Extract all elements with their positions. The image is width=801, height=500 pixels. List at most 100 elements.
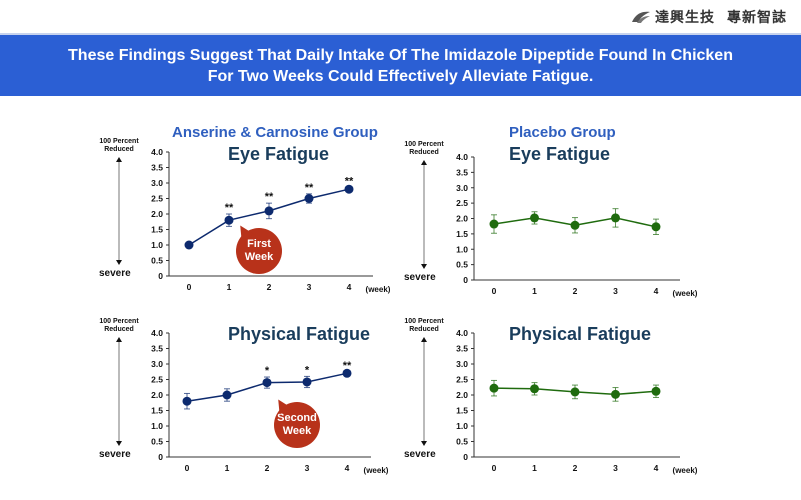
arrow-up-icon (421, 160, 427, 165)
y-tick-label: 0.5 (151, 256, 163, 266)
x-tick-label: 1 (227, 282, 232, 292)
x-tick-label: 4 (345, 463, 350, 473)
y-tick-label: 4.0 (456, 152, 468, 162)
significance-marker: ** (225, 202, 234, 214)
x-axis-label: (week) (366, 285, 391, 294)
chart-title: Physical Fatigue (228, 324, 371, 344)
arrow-down-icon (421, 441, 427, 446)
scale-top-label: 100 Percent Reduced (404, 318, 444, 333)
data-point (530, 384, 539, 394)
y-tick-label: 0 (158, 271, 163, 281)
banner-line-2: For Two Weeks Could Effectively Alleviat… (207, 67, 594, 85)
y-tick-label: 2.5 (151, 375, 163, 385)
y-tick-label: 3.5 (456, 344, 468, 354)
scale-top-label: 100 Percent Reduced (404, 141, 444, 156)
chart-title: Physical Fatigue (509, 324, 652, 344)
y-tick-label: 3.5 (151, 163, 163, 173)
y-tick-label: 4.0 (456, 328, 468, 338)
significance-marker: * (305, 364, 310, 376)
group-title: Anserine & Carnosine Group (172, 124, 378, 141)
x-tick-label: 3 (613, 463, 618, 473)
arrow-down-icon (421, 264, 427, 269)
findings-banner: These Findings Suggest That Daily Intake… (0, 33, 801, 96)
y-tick-label: 2.5 (456, 198, 468, 208)
y-tick-label: 1.5 (456, 229, 468, 239)
y-tick-label: 2.0 (151, 390, 163, 400)
brand-name: 達興生技 (655, 10, 715, 26)
x-tick-label: 1 (225, 463, 230, 473)
x-tick-label: 3 (305, 463, 310, 473)
y-tick-label: 1.0 (456, 244, 468, 254)
arrow-up-icon (421, 337, 427, 342)
arrow-up-icon (116, 157, 122, 162)
scale-bottom-label: severe (404, 449, 436, 460)
x-tick-label: 1 (532, 286, 537, 296)
y-tick-label: 2.5 (151, 194, 163, 204)
data-point (182, 396, 192, 406)
data-point (224, 215, 234, 225)
y-tick-label: 1.5 (151, 406, 163, 416)
significance-marker: ** (265, 191, 274, 203)
x-tick-label: 2 (267, 282, 272, 292)
data-point (570, 387, 580, 397)
data-point (530, 213, 539, 223)
data-point (342, 368, 352, 378)
x-axis-label: (week) (673, 289, 698, 298)
y-tick-label: 2.0 (151, 209, 163, 219)
scale-top-label: 100 Percent Reduced (99, 318, 139, 333)
x-tick-label: 0 (492, 463, 497, 473)
y-tick-label: 0.5 (456, 260, 468, 270)
data-point (302, 377, 312, 387)
first-week-callout: First Week (236, 228, 282, 274)
significance-marker: * (265, 365, 270, 377)
arrow-up-icon (116, 337, 122, 342)
y-tick-label: 1.0 (151, 240, 163, 250)
x-tick-label: 3 (307, 282, 312, 292)
y-tick-label: 1.0 (151, 421, 163, 431)
chart-title: Eye Fatigue (228, 144, 330, 164)
scale-bottom-label: severe (99, 268, 131, 279)
callout-text: Week (244, 251, 274, 263)
y-tick-label: 1.5 (456, 406, 468, 416)
y-tick-label: 3.0 (456, 183, 468, 193)
scale-top-label: 100 Percent Reduced (99, 138, 139, 153)
x-tick-label: 0 (492, 286, 497, 296)
callout-text: First (247, 238, 271, 250)
scale-bottom-label: severe (99, 449, 131, 460)
data-point (489, 383, 499, 393)
data-point (651, 222, 661, 232)
scale-bottom-label: severe (404, 272, 436, 283)
data-point (262, 378, 272, 388)
y-tick-label: 3.0 (151, 178, 163, 188)
x-tick-label: 2 (573, 463, 578, 473)
y-tick-label: 4.0 (151, 147, 163, 157)
significance-marker: ** (305, 182, 314, 194)
y-tick-label: 2.0 (456, 390, 468, 400)
y-tick-label: 1.5 (151, 225, 163, 235)
arrow-down-icon (116, 441, 122, 446)
data-point (184, 240, 194, 250)
x-tick-label: 4 (347, 282, 352, 292)
x-tick-label: 1 (532, 463, 537, 473)
x-tick-label: 0 (187, 282, 192, 292)
group-title: Placebo Group (509, 124, 616, 141)
x-tick-label: 3 (613, 286, 618, 296)
x-tick-label: 2 (573, 286, 578, 296)
significance-marker: ** (345, 176, 354, 188)
x-tick-label: 2 (265, 463, 270, 473)
callout-text: Second (277, 412, 317, 424)
y-tick-label: 0.5 (456, 437, 468, 447)
wing-logo-icon (632, 11, 650, 23)
data-point (489, 219, 499, 229)
chart-title: Eye Fatigue (509, 144, 611, 164)
y-tick-label: 2.5 (456, 375, 468, 385)
data-point (222, 390, 232, 400)
y-tick-label: 2.0 (456, 214, 468, 224)
x-axis-label: (week) (673, 466, 698, 475)
y-tick-label: 3.0 (151, 359, 163, 369)
y-tick-label: 1.0 (456, 421, 468, 431)
y-tick-label: 4.0 (151, 328, 163, 338)
